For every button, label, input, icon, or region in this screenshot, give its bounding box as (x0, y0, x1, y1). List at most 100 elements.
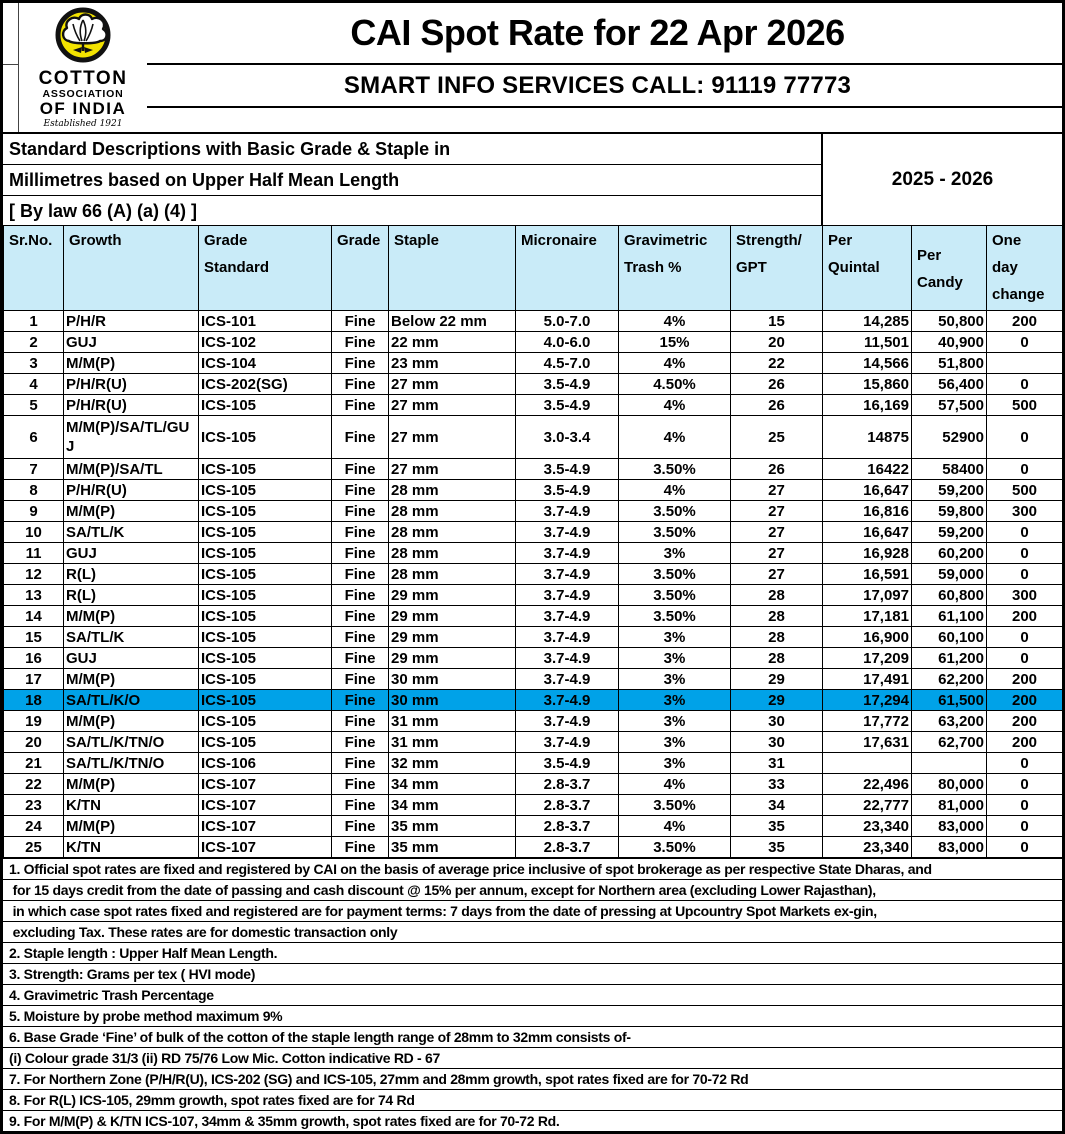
cell-trash: 3.50% (618, 563, 731, 585)
cell-trash: 4% (618, 815, 731, 837)
cell-grade: Fine (331, 373, 389, 395)
cell-change: 500 (986, 394, 1062, 416)
cotton-boll-icon (19, 6, 147, 68)
cell-grade_standard: ICS-105 (198, 689, 332, 711)
cell-grade: Fine (331, 352, 389, 374)
cell-candy: 61,500 (911, 689, 987, 711)
cell-sr: 11 (3, 542, 64, 564)
cell-sr: 16 (3, 647, 64, 669)
cell-grade: Fine (331, 815, 389, 837)
cell-sr: 23 (3, 794, 64, 816)
grid-hairline-horizontal (3, 64, 18, 65)
cell-staple: 28 mm (388, 479, 516, 501)
table-row: 16 GUJ ICS-105 Fine 29 mm 3.7-4.9 3% 28 17,209 61… (3, 647, 1062, 669)
cell-quintal: 14875 (822, 415, 912, 459)
cell-sr: 22 (3, 773, 64, 795)
cell-grade: Fine (331, 479, 389, 501)
footnote-line: 3. Strength: Grams per tex ( HVI mode) (3, 964, 1062, 985)
table-row: 17 M/M(P) ICS-105 Fine 30 mm 3.7-4.9 3% 29 17,49… (3, 668, 1062, 690)
cell-sr: 19 (3, 710, 64, 732)
cell-staple: 35 mm (388, 836, 516, 858)
table-row-highlighted: 18 SA/TL/K/O ICS-105 Fine 30 mm 3.7-4.9 3% 29 17… (3, 689, 1062, 711)
cai-logo: COTTON ASSOCIATION OF INDIA Established … (19, 6, 147, 131)
table-row: 6 M/M(P)/SA/TL/GUJ ICS-105 Fine 27 mm 3.0-3.4… (3, 415, 1062, 459)
cell-growth: M/M(P) (63, 352, 199, 374)
logo-text-cotton: COTTON (38, 68, 128, 89)
spot-rates-table: Sr.No. Growth Grade Standard Grade Staple Micr… (3, 225, 1062, 858)
cell-grade: Fine (331, 500, 389, 522)
cell-micronaire: 5.0-7.0 (515, 310, 619, 332)
table-row: 3 M/M(P) ICS-104 Fine 23 mm 4.5-7.0 4% 22 14,566… (3, 352, 1062, 374)
cell-grade_standard: ICS-105 (198, 605, 332, 627)
cell-grade_standard: ICS-106 (198, 752, 332, 774)
cell-sr: 7 (3, 458, 64, 480)
cell-trash: 3% (618, 626, 731, 648)
cell-candy: 60,200 (911, 542, 987, 564)
footnote-line: 7. For Northern Zone (P/H/R(U), ICS-202 … (3, 1069, 1062, 1090)
cell-growth: M/M(P) (63, 710, 199, 732)
column-header-sr: Sr.No. (3, 225, 64, 311)
cell-sr: 20 (3, 731, 64, 753)
cell-candy: 56,400 (911, 373, 987, 395)
cell-growth: M/M(P) (63, 815, 199, 837)
cell-candy: 50,800 (911, 310, 987, 332)
cell-grade_standard: ICS-105 (198, 458, 332, 480)
cell-grade: Fine (331, 415, 389, 459)
cell-staple: 29 mm (388, 647, 516, 669)
cell-trash: 4% (618, 773, 731, 795)
column-header-staple: Staple (388, 225, 516, 311)
cell-grade: Fine (331, 458, 389, 480)
column-header-micronaire: Micronaire (515, 225, 619, 311)
cell-micronaire: 4.5-7.0 (515, 352, 619, 374)
description-line-3: [ By law 66 (A) (a) (4) ] (9, 201, 198, 221)
cell-staple: 30 mm (388, 668, 516, 690)
cell-strength: 15 (730, 310, 823, 332)
cell-staple: 28 mm (388, 500, 516, 522)
cell-trash: 3.50% (618, 605, 731, 627)
cell-strength: 30 (730, 710, 823, 732)
document-header: COTTON ASSOCIATION OF INDIA Established … (3, 3, 1062, 132)
column-header-growth: Growth (63, 225, 199, 311)
cell-candy: 62,200 (911, 668, 987, 690)
table-row: 12 R(L) ICS-105 Fine 28 mm 3.7-4.9 3.50% 27 16,5… (3, 563, 1062, 585)
column-header-grade_standard: Grade Standard (198, 225, 332, 311)
cell-candy: 59,000 (911, 563, 987, 585)
cell-candy (911, 752, 987, 774)
cell-change: 0 (986, 542, 1062, 564)
cell-growth: K/TN (63, 836, 199, 858)
description-section: Standard Descriptions with Basic Grade &… (3, 132, 1062, 225)
cell-staple: 27 mm (388, 458, 516, 480)
cell-staple: 30 mm (388, 689, 516, 711)
cell-strength: 27 (730, 521, 823, 543)
description-line-2: Millimetres based on Upper Half Mean Len… (3, 165, 821, 196)
cell-sr: 17 (3, 668, 64, 690)
logo-text-of-india: OF INDIA (39, 99, 127, 118)
cell-grade_standard: ICS-101 (198, 310, 332, 332)
table-row: 14 M/M(P) ICS-105 Fine 29 mm 3.7-4.9 3.50% 28 17… (3, 605, 1062, 627)
cell-strength: 29 (730, 689, 823, 711)
table-row: 5 P/H/R(U) ICS-105 Fine 27 mm 3.5-4.9 4% 26 16,1… (3, 394, 1062, 416)
cell-sr: 15 (3, 626, 64, 648)
cell-candy: 60,100 (911, 626, 987, 648)
cell-change (986, 352, 1062, 374)
cell-growth: SA/TL/K/TN/O (63, 731, 199, 753)
cell-staple: 28 mm (388, 542, 516, 564)
cell-grade_standard: ICS-107 (198, 815, 332, 837)
cell-strength: 35 (730, 815, 823, 837)
cell-candy: 60,800 (911, 584, 987, 606)
cell-sr: 6 (3, 415, 64, 459)
cell-trash: 3% (618, 647, 731, 669)
cell-change: 0 (986, 773, 1062, 795)
cell-growth: M/M(P)/SA/TL/GUJ (63, 415, 199, 459)
cell-change: 200 (986, 710, 1062, 732)
cell-change: 300 (986, 584, 1062, 606)
column-header-grade: Grade (331, 225, 389, 311)
cell-micronaire: 2.8-3.7 (515, 815, 619, 837)
cell-staple: 29 mm (388, 584, 516, 606)
cell-quintal: 16,900 (822, 626, 912, 648)
cell-grade_standard: ICS-107 (198, 773, 332, 795)
cell-change: 0 (986, 331, 1062, 353)
cell-staple: Below 22 mm (388, 310, 516, 332)
cell-sr: 12 (3, 563, 64, 585)
